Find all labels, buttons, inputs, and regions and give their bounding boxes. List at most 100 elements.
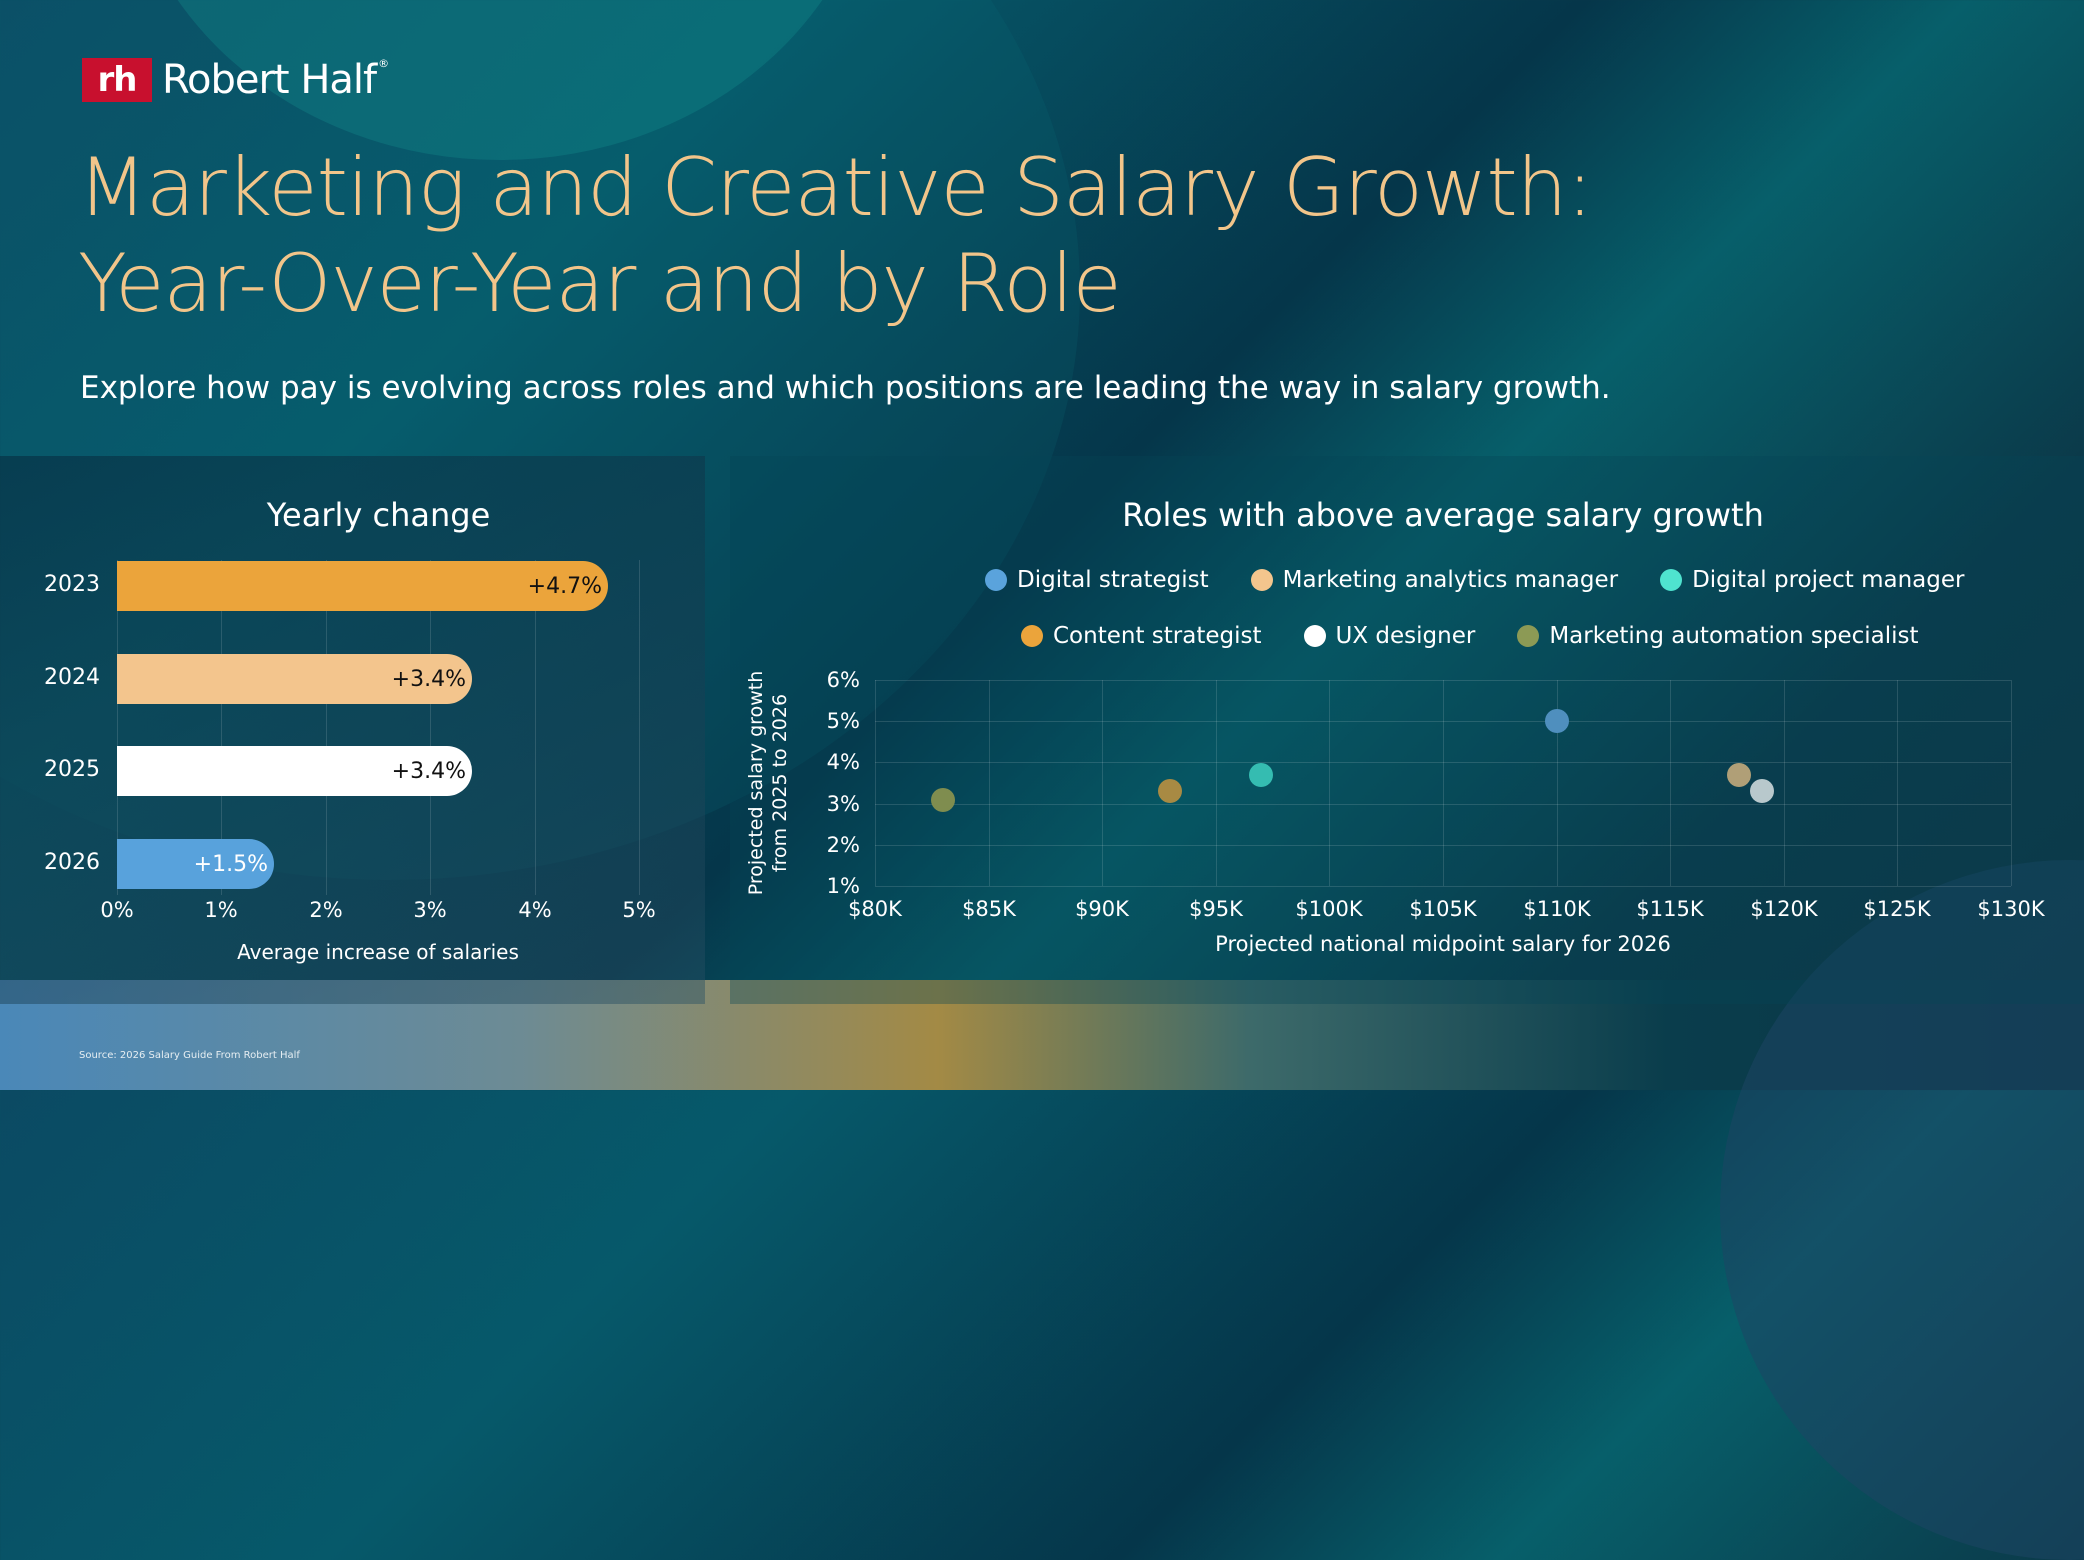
x-tick: $120K xyxy=(1750,897,1818,921)
source-note: Source: 2026 Salary Guide From Robert Ha… xyxy=(79,1050,300,1061)
x-tick: $105K xyxy=(1409,897,1477,921)
bar-value-label: +4.7% xyxy=(527,573,602,599)
point-content-strategist[interactable] xyxy=(1158,779,1182,803)
legend-dot-icon xyxy=(1250,569,1273,591)
x-tick: 3% xyxy=(413,898,447,922)
gridline xyxy=(875,845,2011,846)
legend-label: UX designer xyxy=(1335,623,1476,649)
legend-label: Marketing analytics manager xyxy=(1282,567,1619,593)
point-marketing-analytics-manager[interactable] xyxy=(1727,763,1751,787)
bar-year-label: 2025 xyxy=(44,757,100,782)
gridline xyxy=(875,680,2011,681)
gridline xyxy=(430,560,431,895)
bar-year-label: 2026 xyxy=(44,850,100,875)
y-axis-title: Projected salary growth from 2025 to 202… xyxy=(745,670,791,896)
x-tick: $90K xyxy=(1075,897,1129,921)
gridline xyxy=(1557,680,1558,886)
y-tick: 3% xyxy=(826,792,860,816)
point-marketing-automation-specialist[interactable] xyxy=(931,788,955,812)
logo-name: Robert Half xyxy=(162,57,377,103)
bar-2025[interactable]: +3.4% xyxy=(117,746,472,796)
gridline xyxy=(1784,680,1785,886)
gridline xyxy=(535,560,536,895)
bar-value-label: +1.5% xyxy=(193,851,268,877)
gridline xyxy=(117,560,118,895)
legend-item-digital-strategist[interactable]: Digital strategist xyxy=(985,567,1209,593)
y-tick: 4% xyxy=(826,750,860,774)
gridline xyxy=(1670,680,1671,886)
legend-label: Content strategist xyxy=(1053,623,1262,649)
yearly-change-title: Yearly change xyxy=(266,496,491,534)
legend-label: Marketing automation specialist xyxy=(1549,623,1919,649)
gridline xyxy=(1102,680,1103,886)
legend-label: Digital strategist xyxy=(1017,567,1209,593)
legend-item-ux-designer[interactable]: UX designer xyxy=(1303,623,1476,649)
yearly-change-panel xyxy=(0,456,705,1004)
gridline xyxy=(639,560,640,895)
legend-dot-icon xyxy=(1021,625,1043,647)
y-tick: 6% xyxy=(826,668,860,692)
gridline xyxy=(1216,680,1217,886)
x-tick: $130K xyxy=(1977,897,2045,921)
point-digital-project-manager[interactable] xyxy=(1249,763,1273,787)
legend-dot-icon xyxy=(1303,625,1326,647)
gridline xyxy=(1329,680,1330,886)
legend-dot-icon xyxy=(985,569,1007,591)
x-tick: 5% xyxy=(622,898,656,922)
x-tick: $100K xyxy=(1295,897,1363,921)
legend-label: Digital project manager xyxy=(1692,567,1965,593)
legend-item-content-strategist[interactable]: Content strategist xyxy=(1021,623,1262,649)
x-tick: $115K xyxy=(1636,897,1704,921)
bar-2024[interactable]: +3.4% xyxy=(117,654,472,704)
point-ux-designer[interactable] xyxy=(1750,779,1774,803)
page-subtitle: Explore how pay is evolving across roles… xyxy=(80,370,1611,406)
legend-item-marketing-automation-specialist[interactable]: Marketing automation specialist xyxy=(1517,623,1919,649)
legend-item-marketing-analytics-manager[interactable]: Marketing analytics manager xyxy=(1250,567,1619,593)
gridline xyxy=(2011,680,2012,886)
bar-year-label: 2024 xyxy=(44,665,100,690)
y-tick: 1% xyxy=(826,874,860,898)
gridline xyxy=(326,560,327,895)
bar-2023[interactable]: +4.7% xyxy=(117,561,608,611)
legend-dot-icon xyxy=(1517,625,1540,647)
page-title: Marketing and Creative Salary Growth: Ye… xyxy=(78,140,1593,332)
gridline xyxy=(875,680,876,886)
gridline xyxy=(1443,680,1444,886)
legend-dot-icon xyxy=(1660,569,1683,591)
gridline xyxy=(875,721,2011,722)
gridline xyxy=(1897,680,1898,886)
gridline xyxy=(875,762,2011,763)
x-axis-title: Average increase of salaries xyxy=(237,940,519,964)
x-tick: $80K xyxy=(848,897,902,921)
legend-row-2: Content strategist UX designer Marketing… xyxy=(1021,623,1919,649)
bar-value-label: +3.4% xyxy=(391,666,466,692)
gridline xyxy=(875,804,2011,805)
title-line-1: Marketing and Creative Salary Growth: xyxy=(78,141,1593,234)
x-tick: $125K xyxy=(1863,897,1931,921)
roles-growth-panel xyxy=(730,456,2084,1004)
bar-value-label: +3.4% xyxy=(391,758,466,784)
x-tick: $110K xyxy=(1523,897,1591,921)
bar-year-label: 2023 xyxy=(44,572,100,597)
registered-icon: ® xyxy=(378,57,389,70)
x-tick: 2% xyxy=(309,898,343,922)
x-tick: 0% xyxy=(100,898,134,922)
gridline xyxy=(875,886,2011,887)
legend-row-1: Digital strategist Marketing analytics m… xyxy=(985,567,1964,593)
gridline xyxy=(989,680,990,886)
x-tick: $95K xyxy=(1189,897,1243,921)
x-tick: 1% xyxy=(204,898,238,922)
bar-2026[interactable]: +1.5% xyxy=(117,839,274,889)
x-tick: $85K xyxy=(962,897,1016,921)
y-tick: 5% xyxy=(826,709,860,733)
logo-mark: rh xyxy=(82,58,152,102)
robert-half-logo: rh Robert Half ® xyxy=(82,57,389,103)
point-digital-strategist[interactable] xyxy=(1545,709,1569,733)
legend-item-digital-project-manager[interactable]: Digital project manager xyxy=(1660,567,1964,593)
y-tick: 2% xyxy=(826,833,860,857)
x-tick: 4% xyxy=(518,898,552,922)
roles-growth-title: Roles with above average salary growth xyxy=(1122,496,1764,534)
gridline xyxy=(221,560,222,895)
x-axis-title: Projected national midpoint salary for 2… xyxy=(1215,932,1671,956)
title-line-2: Year-Over-Year and by Role xyxy=(78,237,1122,330)
